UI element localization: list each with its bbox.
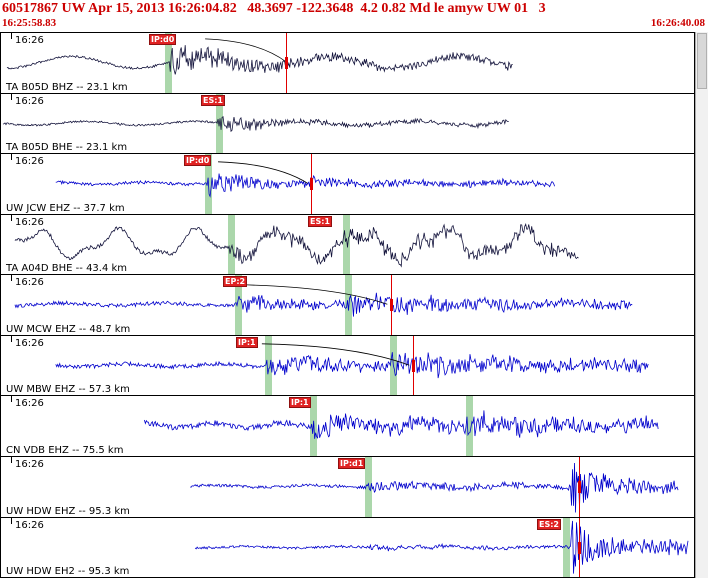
trace-time-label: 16:26 (15, 277, 44, 289)
station-label: UW HDW EH2 -- 95.3 km (6, 566, 130, 578)
trace-time-label: 16:26 (15, 95, 44, 107)
station-label: UW HDW EHZ -- 95.3 km (6, 505, 130, 517)
seismogram-waveform (14, 222, 579, 268)
seismogram-waveform (55, 173, 555, 198)
time-tick (11, 33, 12, 39)
trace-panel[interactable]: 16:26 UW MCW EHZ -- 48.7 km EP:2 (0, 275, 695, 336)
station-label: UW MCW EHZ -- 48.7 km (6, 323, 131, 335)
pick-cursor-tick (578, 480, 581, 493)
time-tick (11, 93, 12, 100)
time-tick (11, 154, 12, 161)
time-tick (11, 275, 12, 282)
pick-cursor-tick (390, 299, 393, 312)
time-tick (11, 517, 12, 524)
scrollbar-thumb[interactable] (697, 33, 707, 89)
trace-panel[interactable]: 16:26 TA B05D BHE -- 23.1 km ES:1 (0, 93, 695, 155)
phase-pick-label[interactable]: EP:2 (223, 276, 248, 288)
phase-pick-band[interactable] (466, 396, 473, 456)
trace-time-label: 16:26 (15, 35, 44, 46)
trace-panel[interactable]: 16:26 TA B05D BHZ -- 23.1 km IP:d0 (0, 33, 695, 94)
station-label: UW MBW EHZ -- 57.3 km (6, 384, 130, 396)
seismogram-waveform (2, 115, 509, 132)
station-label: TA B05D BHE -- 23.1 km (6, 142, 128, 154)
trace-panel[interactable]: 16:26 UW HDW EHZ -- 95.3 km IP:d1 (0, 456, 695, 518)
pick-cursor-tick (578, 541, 581, 554)
time-window-bar: 16:25:58.83 16:26:40.08 (2, 17, 705, 32)
time-tick (11, 456, 12, 463)
trace-time-label: 16:26 (15, 216, 44, 228)
phase-pick-label[interactable]: IP:d0 (149, 34, 177, 45)
phase-pick-label[interactable]: IP:d1 (338, 457, 366, 469)
phase-pick-band[interactable] (365, 456, 372, 517)
station-label: UW JCW EHZ -- 37.7 km (6, 202, 125, 214)
phase-pick-band[interactable] (345, 275, 352, 335)
window-start-time: 16:25:58.83 (2, 17, 57, 29)
event-header: 60517867 UW Apr 15, 2013 16:26:04.82 48.… (2, 1, 546, 16)
seismogram-waveform (143, 410, 659, 440)
seismogram-waveform (194, 520, 689, 574)
seismogram-waveform (190, 462, 679, 513)
scrollbar[interactable] (695, 32, 708, 578)
phase-pick-label[interactable]: IP:d0 (184, 155, 212, 167)
phase-pick-label[interactable]: IP:1 (236, 336, 258, 348)
phase-pick-band[interactable] (265, 335, 272, 396)
phase-pick-band[interactable] (165, 33, 172, 93)
phase-pick-label[interactable]: ES:2 (537, 518, 561, 530)
pick-cursor-tick (412, 359, 415, 372)
trace-panel[interactable]: 16:26 TA A04D BHE -- 43.4 km ES:1 (0, 214, 695, 276)
trace-panel[interactable]: 16:26 CN VDB EHZ -- 75.5 km IP:1 (0, 396, 695, 457)
trace-time-label: 16:26 (15, 156, 44, 168)
time-tick (11, 396, 12, 403)
trace-panel[interactable]: 16:26 UW HDW EH2 -- 95.3 km ES:2 (0, 517, 695, 578)
phase-pick-band[interactable] (563, 517, 570, 578)
trace-time-label: 16:26 (15, 458, 44, 470)
phase-pick-label[interactable]: ES:1 (308, 215, 332, 227)
trace-time-label: 16:26 (15, 337, 44, 349)
station-label: TA B05D BHZ -- 23.1 km (6, 81, 128, 93)
trace-panel[interactable]: 16:26 UW MBW EHZ -- 57.3 km IP:1 (0, 335, 695, 397)
phase-pick-band[interactable] (235, 275, 242, 335)
station-label: CN VDB EHZ -- 75.5 km (6, 444, 124, 456)
time-tick (11, 335, 12, 342)
pick-cursor-tick (285, 57, 288, 69)
time-tick (11, 214, 12, 221)
pick-cursor-tick (310, 178, 313, 191)
station-label: TA A04D BHE -- 43.4 km (6, 263, 128, 275)
trace-time-label: 16:26 (15, 519, 44, 531)
phase-pick-band[interactable] (228, 214, 235, 275)
phase-pick-label[interactable]: IP:1 (289, 397, 311, 409)
phase-pick-band[interactable] (343, 214, 350, 275)
trace-panel-stack: 16:26 TA B05D BHZ -- 23.1 km IP:d0 16:26 TA … (0, 32, 695, 578)
trace-panel[interactable]: 16:26 UW JCW EHZ -- 37.7 km IP:d0 (0, 154, 695, 215)
window-end-time: 16:26:40.08 (650, 17, 705, 29)
phase-pick-label[interactable]: ES:1 (201, 94, 225, 106)
trace-time-label: 16:26 (15, 398, 44, 410)
